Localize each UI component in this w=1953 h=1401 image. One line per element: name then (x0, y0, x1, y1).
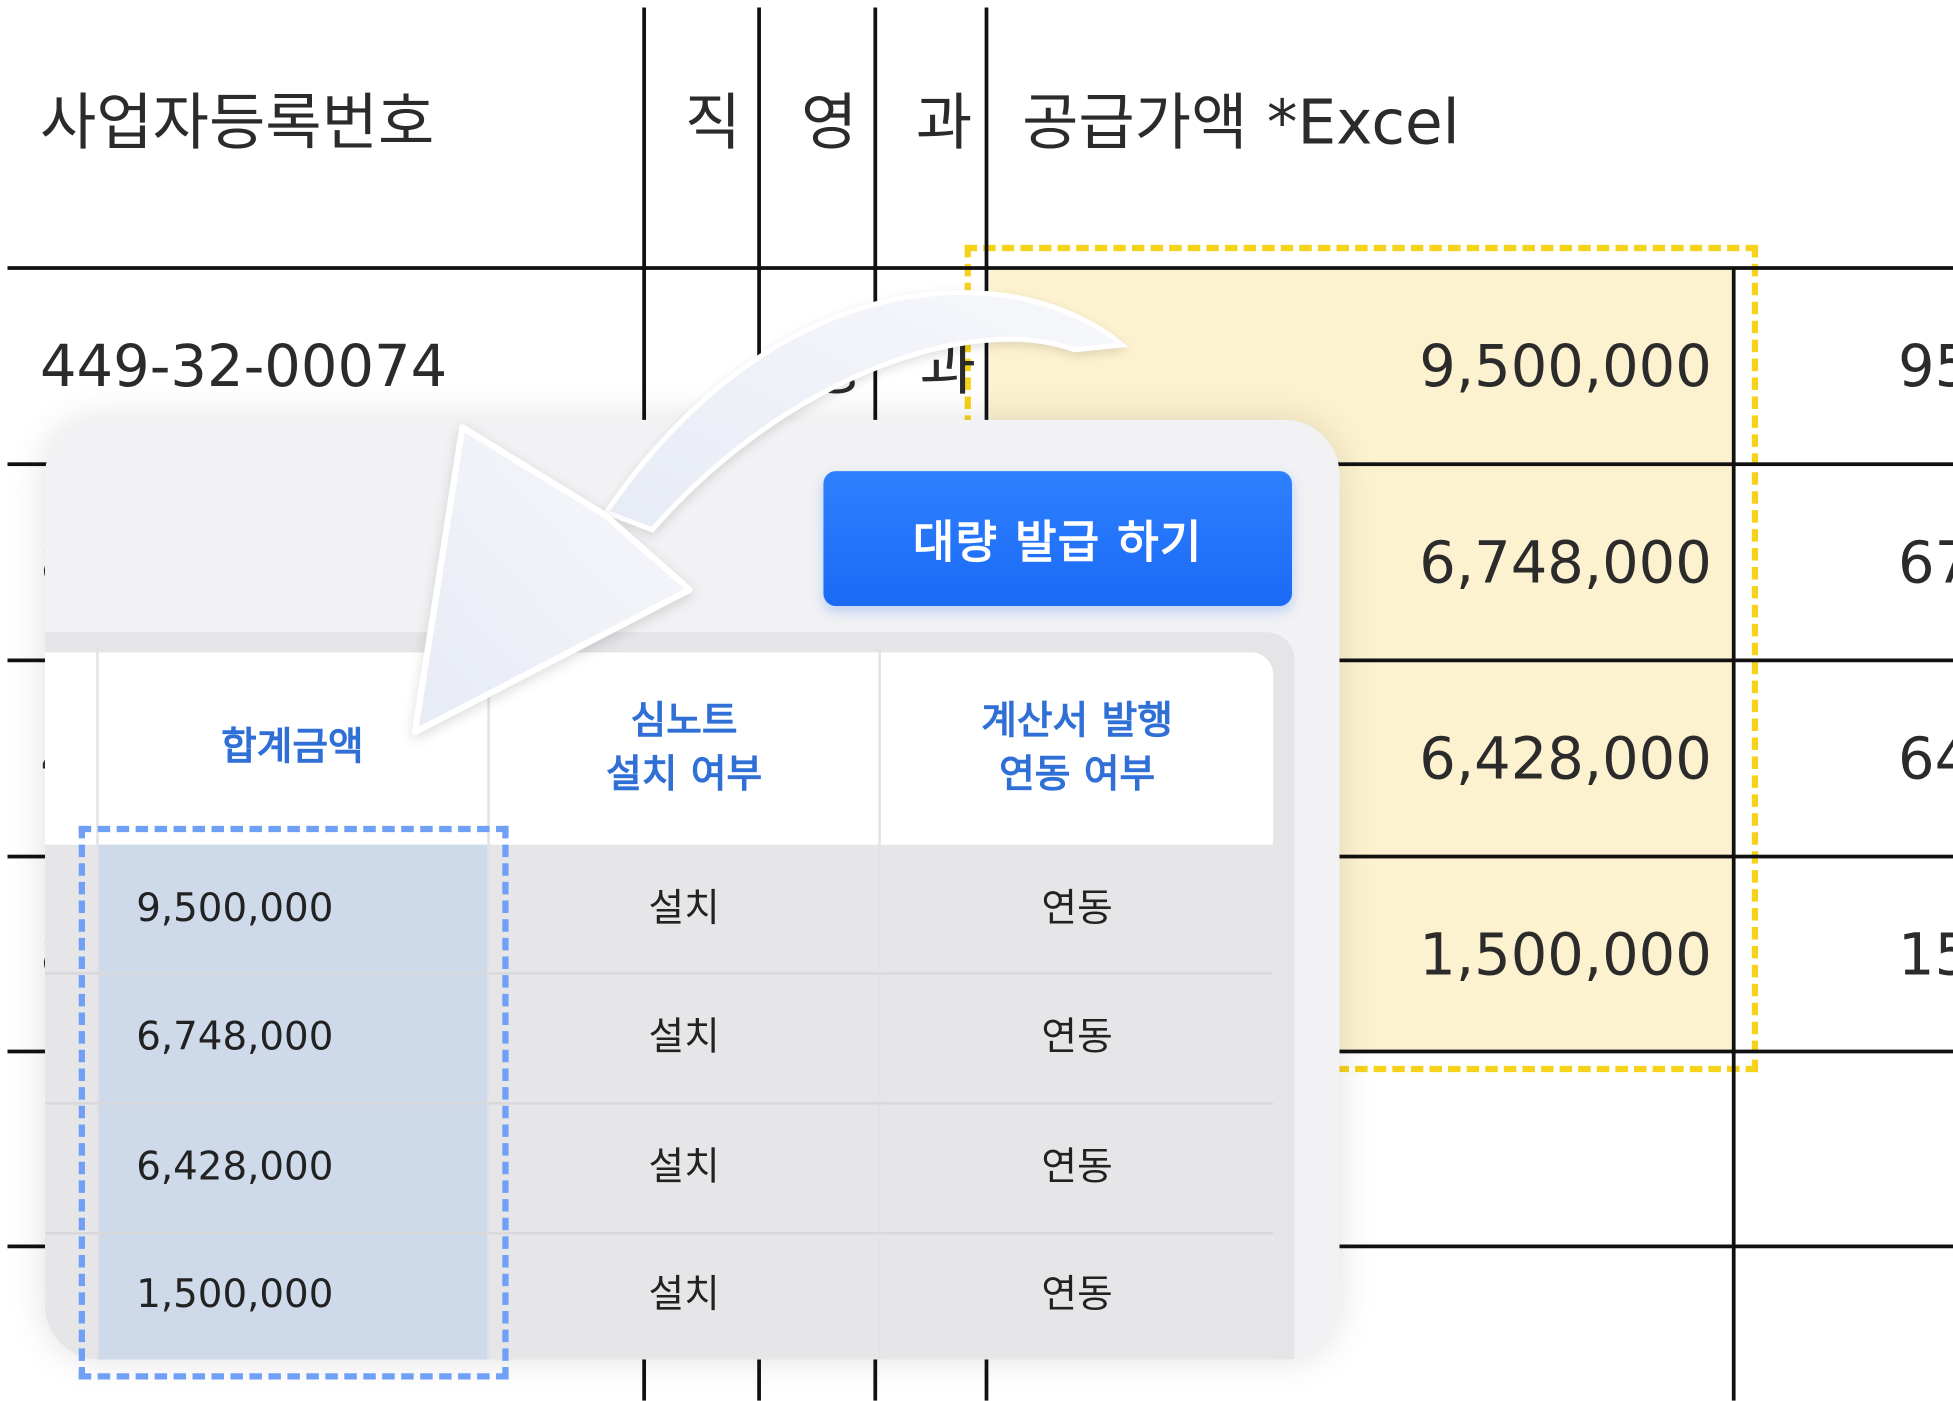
column-divider (878, 652, 881, 1360)
header-col-a: 직 (684, 87, 742, 159)
grid-line (1731, 267, 1736, 1401)
curved-arrow-icon (411, 289, 1129, 736)
invoice-table: 합계금액 심노트 설치 여부 계산서 발행 연동 여부 9,500,000 설치… (44, 652, 1274, 1360)
cell-supply-amount: 6,428,000 (1419, 724, 1712, 793)
bulk-issue-button[interactable]: 대량 발급 하기 (823, 471, 1293, 607)
cell-invoice-linked: 연동 (1041, 1144, 1113, 1190)
cell-next-column: 95 (1898, 332, 1953, 400)
column-divider (96, 652, 99, 1360)
cell-next-column: 15 (1898, 920, 1953, 989)
cell-invoice-linked: 연동 (1041, 1272, 1113, 1317)
row-divider (44, 1232, 1274, 1235)
cell-business-number: 449-32-00074 (39, 332, 448, 400)
header-simnote-installed: 심노트 설치 여부 (606, 697, 763, 798)
cell-supply-amount: 9,500,000 (1419, 332, 1712, 400)
table-header (44, 652, 1274, 845)
cell-invoice-linked: 연동 (1041, 885, 1113, 931)
header-total-amount: 합계금액 (221, 725, 364, 771)
cell-simnote-installed: 설치 (648, 1272, 720, 1317)
header-business-number: 사업자등록번호 (39, 87, 435, 159)
cell-simnote-installed: 설치 (648, 885, 720, 931)
bulk-issue-panel: 대량 발급 하기 합계금액 심노트 설치 여부 계산서 발행 연동 여부 9,5… (44, 419, 1340, 1360)
cell-next-column: 67 (1898, 528, 1953, 597)
cell-next-column: 64 (1898, 724, 1953, 793)
cell-total-amount: 6,748,000 (136, 1014, 334, 1060)
total-amount-selection (78, 825, 509, 1380)
header-col-c: 과 (915, 87, 973, 159)
cell-supply-amount: 1,500,000 (1419, 920, 1712, 989)
grid-line (7, 266, 1953, 270)
column-divider (487, 652, 490, 1360)
row-divider (44, 1102, 1274, 1105)
row-divider (44, 972, 1274, 975)
cell-total-amount: 1,500,000 (136, 1272, 334, 1317)
header-col-b: 영 (800, 87, 858, 159)
cell-total-amount: 9,500,000 (136, 885, 334, 931)
cell-simnote-installed: 설치 (648, 1144, 720, 1190)
cell-total-amount: 6,428,000 (136, 1144, 334, 1190)
cell-supply-amount: 6,748,000 (1419, 528, 1712, 597)
header-invoice-linked: 계산서 발행 연동 여부 (981, 697, 1173, 798)
cell-simnote-installed: 설치 (648, 1014, 720, 1060)
header-supply-amount: 공급가액 *Excel (1022, 87, 1460, 159)
cell-invoice-linked: 연동 (1041, 1014, 1113, 1060)
